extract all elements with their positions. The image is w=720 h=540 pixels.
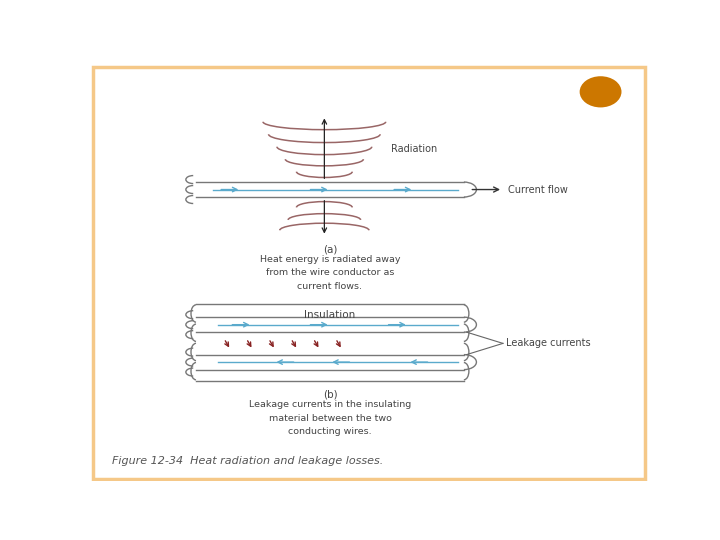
Ellipse shape	[580, 76, 621, 107]
Text: Leakage currents in the insulating
material between the two
conducting wires.: Leakage currents in the insulating mater…	[249, 400, 411, 436]
Text: (a): (a)	[323, 245, 337, 255]
Polygon shape	[93, 67, 645, 478]
Text: Heat energy is radiated away
from the wire conductor as
current flows.: Heat energy is radiated away from the wi…	[260, 255, 400, 291]
Text: Insulation: Insulation	[305, 310, 356, 320]
Text: Leakage currents: Leakage currents	[505, 339, 590, 348]
Text: Radiation: Radiation	[392, 144, 438, 154]
Text: (b): (b)	[323, 390, 337, 400]
Text: Current flow: Current flow	[508, 185, 568, 194]
Text: Figure 12-34  Heat radiation and leakage losses.: Figure 12-34 Heat radiation and leakage …	[112, 456, 384, 465]
